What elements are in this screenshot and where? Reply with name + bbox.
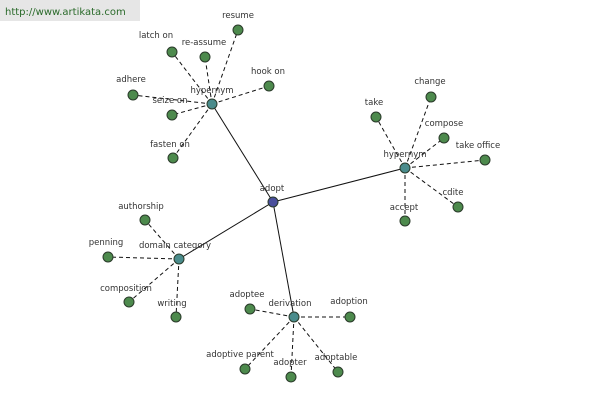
leaf-node xyxy=(438,132,450,144)
leaf-label: accept xyxy=(390,203,419,213)
leaf-label: adoptee xyxy=(230,290,265,300)
center-label: adopt xyxy=(260,184,285,194)
leaf-edge xyxy=(204,56,213,105)
leaf-label: hook on xyxy=(251,67,285,77)
leaf-edge xyxy=(404,137,445,169)
leaf-label: take office xyxy=(456,141,500,151)
leaf-node xyxy=(344,311,356,323)
hub-label: domain category xyxy=(139,241,211,251)
leaf-label: adhere xyxy=(116,75,146,85)
leaf-edge xyxy=(404,167,459,208)
relation-edge xyxy=(178,201,274,260)
leaf-label: cdite xyxy=(443,188,464,198)
hub-node xyxy=(288,311,300,323)
leaf-label: re-assume xyxy=(182,38,227,48)
leaf-label: adoption xyxy=(330,297,367,307)
leaf-edge xyxy=(107,256,180,260)
nodes: resume re-assume latch on hook on adhere seiz… xyxy=(89,11,500,383)
hub-node xyxy=(399,162,411,174)
leaf-node xyxy=(332,366,344,378)
relation-edge xyxy=(272,167,406,203)
edges xyxy=(107,29,486,378)
leaf-edge xyxy=(244,316,295,370)
leaf-label: change xyxy=(414,77,445,87)
leaf-edge xyxy=(211,85,270,105)
hub-label: hypernym xyxy=(190,86,233,96)
leaf-node xyxy=(244,303,256,315)
leaf-label: adoptable xyxy=(315,353,358,363)
leaf-node xyxy=(370,111,382,123)
watermark: http://www.artikata.com xyxy=(5,7,126,18)
leaf-label: penning xyxy=(89,238,124,248)
leaf-node xyxy=(166,109,178,121)
leaf-edge xyxy=(175,258,180,318)
leaf-node xyxy=(452,201,464,213)
center-node xyxy=(267,196,279,208)
leaf-edge xyxy=(249,308,295,318)
relation-edge xyxy=(211,103,274,203)
leaf-node xyxy=(479,154,491,166)
leaf-label: adoptive parent xyxy=(206,350,274,360)
leaf-label: take xyxy=(365,98,383,108)
leaf-node xyxy=(127,89,139,101)
leaf-label: compose xyxy=(425,119,463,129)
leaf-label: fasten on xyxy=(150,140,190,150)
leaf-edge xyxy=(293,316,339,373)
leaf-edge xyxy=(144,219,180,260)
leaf-node xyxy=(170,311,182,323)
leaf-edge xyxy=(128,258,180,303)
leaf-label: adopter xyxy=(273,358,307,368)
leaf-node xyxy=(199,51,211,63)
leaf-node xyxy=(263,80,275,92)
watermark-bg xyxy=(0,0,140,21)
leaf-node xyxy=(239,363,251,375)
leaf-label: seize on xyxy=(152,96,187,106)
leaf-edge xyxy=(211,29,239,105)
hub-label: derivation xyxy=(268,299,311,309)
leaf-edge xyxy=(132,94,213,105)
hub-node xyxy=(206,98,218,110)
leaf-edge xyxy=(290,316,295,378)
leaf-node xyxy=(123,296,135,308)
leaf-node xyxy=(102,251,114,263)
leaf-label: writing xyxy=(157,299,186,309)
leaf-edge xyxy=(171,51,213,105)
leaf-edge xyxy=(404,96,432,169)
leaf-node xyxy=(425,91,437,103)
leaf-node xyxy=(232,24,244,36)
leaf-label: composition xyxy=(100,284,152,294)
relation-edge xyxy=(272,201,295,318)
leaf-node xyxy=(167,152,179,164)
leaf-label: authorship xyxy=(118,202,164,212)
hub-label: hypernym xyxy=(383,150,426,160)
hub-node xyxy=(173,253,185,265)
leaf-label: resume xyxy=(222,11,254,21)
leaf-label: latch on xyxy=(139,31,173,41)
leaf-node xyxy=(166,46,178,58)
leaf-edge xyxy=(375,116,406,169)
leaf-node xyxy=(285,371,297,383)
leaf-node xyxy=(399,215,411,227)
leaf-node xyxy=(139,214,151,226)
leaf-edge xyxy=(404,159,486,169)
